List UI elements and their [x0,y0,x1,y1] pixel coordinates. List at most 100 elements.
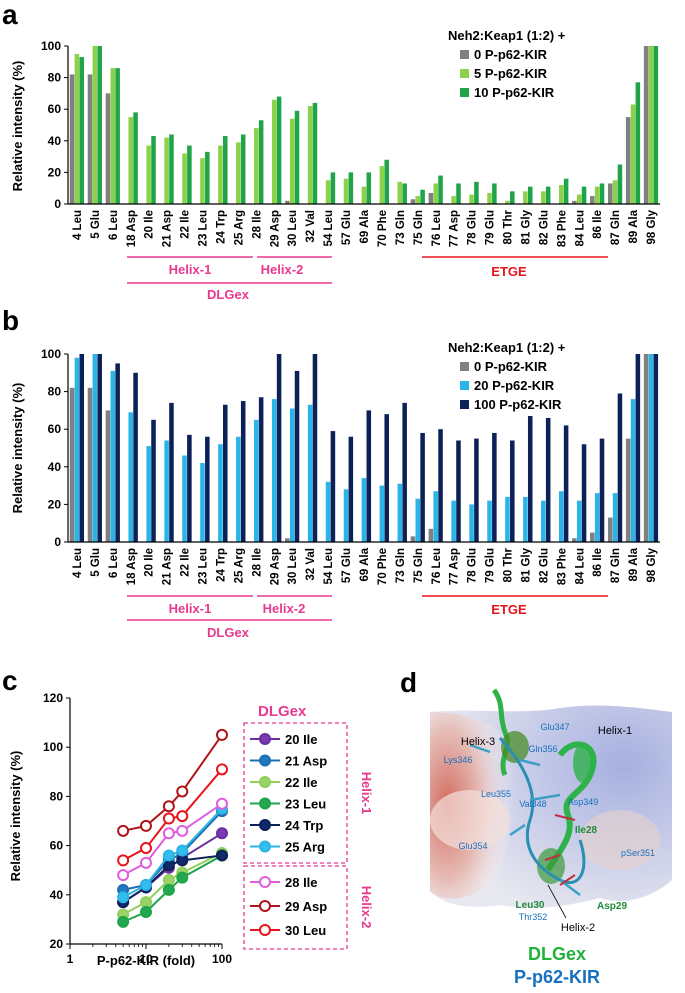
bar [590,532,595,542]
bar [133,372,138,542]
label-asp349: Asp349 [568,797,599,807]
bar [420,189,425,204]
category-label: 23 Leu [198,548,210,584]
bar [438,175,443,204]
bar [617,393,623,542]
data-point [140,856,152,869]
helix2-group-label: Helix-2 [359,886,374,929]
bar [545,417,551,542]
bar [254,128,259,204]
bar [69,387,75,542]
p62-backbone [498,736,586,884]
panel-letter-d: d [400,667,417,698]
label-glu354: Glu354 [458,841,487,851]
bar [330,431,336,542]
bar [617,164,623,204]
category-label: 89 Ala [628,209,640,243]
bar [384,414,389,542]
bar [254,419,259,542]
legend-entry: 22 Ile [285,775,318,790]
data-point [216,827,228,840]
bar [128,117,133,204]
category-label: 80 Thr [503,547,515,582]
bar [572,538,577,542]
bar [289,408,295,542]
data-point [216,849,228,862]
bar [110,370,116,542]
category-label: 32 Val [305,210,317,243]
structure-illustration: Helix-3 Helix-1 Helix-2 Glu347 Gln356 Ly… [430,688,672,987]
helix-3-cylinder [501,731,529,763]
category-label: 24 Trp [215,210,227,244]
bar [69,74,75,204]
category-label: 22 Ile [180,548,192,577]
bar [205,436,210,542]
bar [527,416,533,542]
dlgex-label-b: DLGex [207,625,250,640]
category-label: 4 Leu [72,548,84,578]
bar [79,57,85,205]
bar [433,491,438,542]
category-label: 23 Leu [198,210,210,246]
data-point [140,906,152,919]
bar [146,145,151,204]
legend-entry: 20 Ile [285,732,318,747]
y-tick-label: 60 [50,839,64,853]
category-label: 87 Gln [610,210,622,245]
bar [653,354,659,542]
bar [643,46,649,204]
bar [469,194,474,204]
category-label: 81 Gly [520,547,532,582]
helix1-group-label: Helix-1 [359,772,374,815]
bar [240,134,246,204]
data-point [162,812,175,825]
bar [164,137,169,204]
bar [559,491,564,542]
category-label: 57 Glu [341,548,353,583]
category-label: 83 Phe [556,548,568,585]
category-label: 73 Gln [395,548,407,583]
data-point [117,891,130,904]
legend-entry: 23 Leu [285,797,326,812]
helix1-label-a: Helix-1 [169,262,212,277]
data-point [140,878,152,891]
dlgex-sidechains [544,814,576,886]
bar [643,354,649,542]
legend-swatch [460,88,469,97]
data-point [176,785,189,798]
data-point [176,824,189,837]
bar [164,440,169,542]
bar [133,112,138,204]
bar [105,93,111,204]
category-label: 30 Leu [287,548,299,584]
legend-marker [259,819,271,831]
data-point [216,763,228,776]
bar [330,172,336,204]
dlgex-label-a: DLGex [207,287,250,302]
label-helix1: Helix-1 [598,725,632,737]
bar [415,196,421,204]
data-point [162,883,175,896]
bar [348,172,354,204]
legend-swatch [460,50,469,59]
bar [105,410,111,542]
bar [205,151,210,204]
label-glu347: Glu347 [540,722,569,732]
label-gln356: Gln356 [528,744,557,754]
bar [312,102,318,204]
bar [294,110,300,204]
bar [307,106,313,204]
category-label: 89 Ala [628,547,640,581]
label-helix3: Helix-3 [461,736,495,748]
bar [541,500,546,542]
bar [325,180,331,204]
bar [648,354,654,542]
bar [307,404,313,542]
category-label: 24 Trp [215,548,227,582]
bar [384,159,389,204]
category-label: 86 Ile [592,210,604,239]
bar [492,432,497,542]
category-label: 78 Glu [467,548,479,583]
data-point [117,824,130,837]
category-label: 4 Leu [72,210,84,240]
